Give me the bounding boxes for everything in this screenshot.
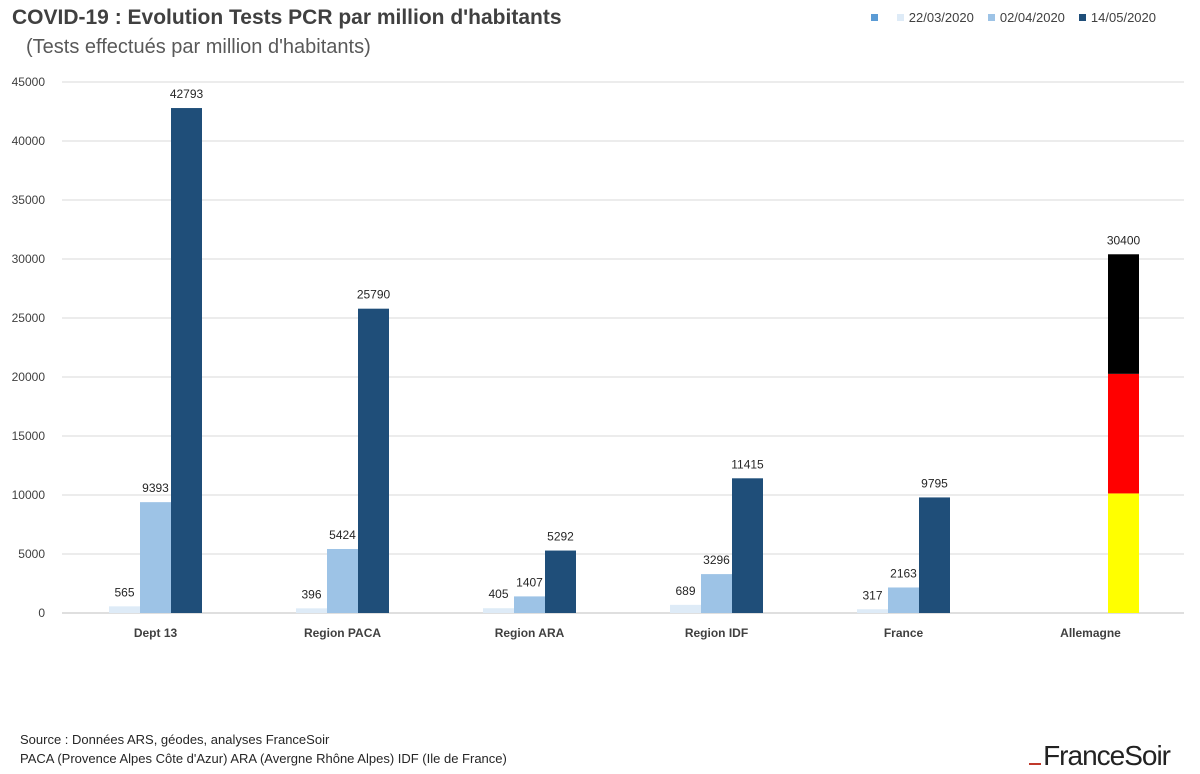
bar — [109, 606, 140, 613]
x-category-label: France — [884, 626, 924, 640]
y-tick-label: 10000 — [12, 488, 46, 502]
flag-bar-segment — [1108, 493, 1139, 613]
source-note: Source : Données ARS, géodes, analyses F… — [20, 730, 507, 768]
logo-text: FranceSoir — [1043, 740, 1171, 771]
bar-chart: 0 5000 10000 15000 20000 25000 30000 35000 40000… — [12, 75, 1184, 640]
legend-item: 02/04/2020 — [987, 10, 1065, 25]
bar — [857, 609, 888, 613]
bar — [701, 574, 732, 613]
chart-subtitle: (Tests effectués par million d'habitants… — [26, 36, 371, 58]
francesoir-logo: FranceSoir — [1029, 740, 1171, 772]
chart-title: COVID-19 : Evolution Tests PCR par milli… — [12, 6, 562, 29]
data-label: 405 — [488, 587, 508, 601]
legend-swatch — [987, 14, 995, 21]
legend-item: 22/03/2020 — [896, 10, 974, 25]
y-tick-label: 15000 — [12, 429, 46, 443]
data-label: 11415 — [731, 457, 764, 471]
bar — [545, 550, 576, 613]
x-category-label: Region ARA — [495, 626, 565, 640]
legend-label: 14/05/2020 — [1090, 10, 1156, 25]
data-label: 565 — [114, 585, 134, 599]
bar — [732, 478, 763, 613]
y-tick-label: 30000 — [12, 252, 46, 266]
flag-bar-segment — [1108, 373, 1139, 494]
data-label: 396 — [301, 587, 321, 601]
legend-item: 14/05/2020 — [1078, 10, 1156, 25]
legend-label: 22/03/2020 — [908, 10, 974, 25]
source-line-1: Source : Données ARS, géodes, analyses F… — [20, 732, 330, 747]
x-category-label: Dept 13 — [134, 626, 178, 640]
data-label: 5292 — [547, 530, 574, 544]
data-label: 42793 — [170, 87, 204, 101]
data-label: 317 — [862, 588, 882, 602]
legend: 22/03/2020 02/04/2020 14/05/2020 — [857, 10, 1156, 25]
data-label: 689 — [675, 584, 695, 598]
legend-label: 02/04/2020 — [999, 10, 1065, 25]
data-label: 30400 — [1107, 233, 1141, 247]
bar — [919, 497, 950, 613]
y-tick-label: 0 — [38, 606, 45, 620]
data-label: 25790 — [357, 288, 391, 302]
source-line-2: PACA (Provence Alpes Côte d'Azur) ARA (A… — [20, 751, 507, 766]
legend-swatch — [1078, 14, 1086, 21]
bar — [888, 587, 919, 613]
bar — [296, 608, 327, 613]
y-tick-label: 40000 — [12, 134, 46, 148]
y-tick-label: 25000 — [12, 311, 46, 325]
bar — [140, 502, 171, 613]
y-tick-label: 45000 — [12, 75, 46, 89]
legend-item — [870, 14, 883, 21]
x-category-label: Allemagne — [1060, 626, 1121, 640]
legend-swatch — [896, 14, 904, 21]
y-tick-label: 5000 — [18, 547, 45, 561]
x-category-label: Region IDF — [685, 626, 748, 640]
bar — [171, 108, 202, 613]
data-label: 1407 — [516, 575, 543, 589]
x-category-label: Region PACA — [304, 626, 381, 640]
bar — [358, 308, 389, 613]
y-tick-label: 35000 — [12, 193, 46, 207]
data-label: 5424 — [329, 528, 356, 542]
data-label: 9393 — [142, 481, 169, 495]
flag-bar-segment — [1108, 254, 1139, 374]
bar — [670, 604, 701, 613]
y-tick-label: 20000 — [12, 370, 46, 384]
data-label: 2163 — [890, 566, 917, 580]
bar — [327, 548, 358, 613]
data-label: 9795 — [921, 476, 948, 490]
bar — [483, 608, 514, 613]
legend-swatch — [870, 14, 878, 21]
data-label: 3296 — [703, 553, 730, 567]
bar — [514, 596, 545, 613]
